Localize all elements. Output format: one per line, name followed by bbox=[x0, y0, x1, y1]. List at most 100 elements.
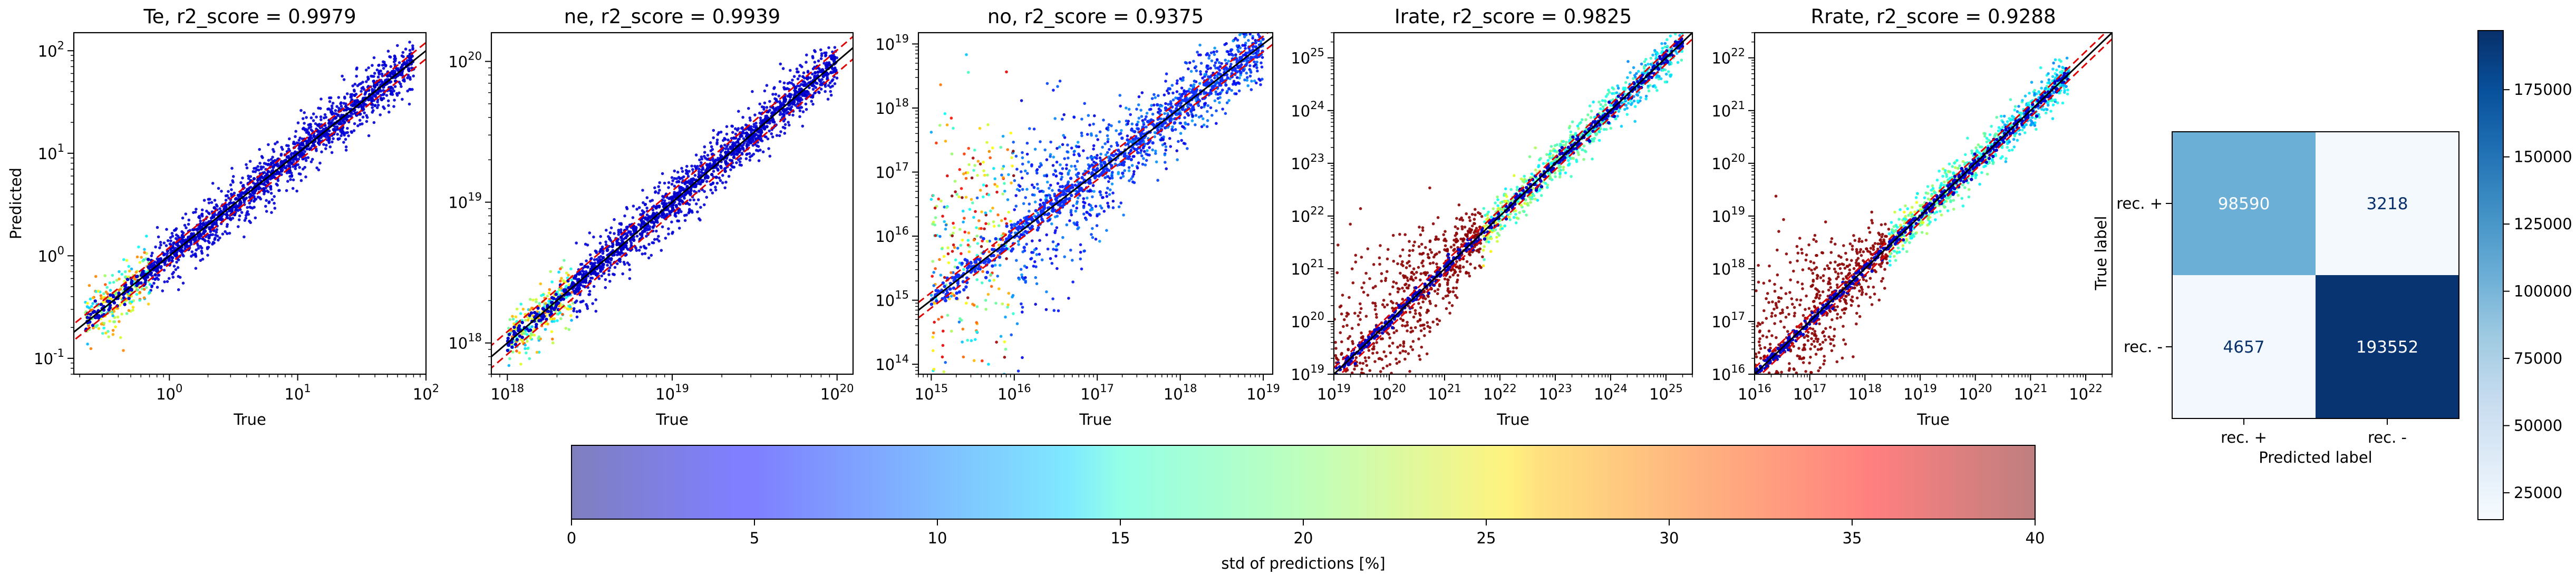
point bbox=[988, 239, 991, 243]
point bbox=[727, 174, 731, 178]
point bbox=[372, 121, 376, 124]
point bbox=[150, 254, 153, 258]
point bbox=[1060, 176, 1063, 179]
point bbox=[1132, 155, 1136, 158]
point bbox=[940, 247, 944, 250]
point bbox=[91, 296, 95, 299]
point bbox=[984, 211, 987, 215]
point bbox=[506, 336, 510, 340]
point bbox=[318, 161, 322, 165]
point bbox=[166, 280, 169, 283]
point bbox=[1111, 191, 1115, 195]
point bbox=[786, 82, 790, 85]
point bbox=[120, 272, 124, 276]
point bbox=[641, 230, 645, 233]
point bbox=[700, 171, 703, 174]
point bbox=[1230, 89, 1233, 92]
point bbox=[575, 315, 579, 319]
point bbox=[303, 111, 306, 114]
point bbox=[966, 338, 969, 342]
point bbox=[228, 217, 232, 220]
point bbox=[592, 285, 596, 288]
point bbox=[730, 137, 733, 140]
point bbox=[626, 261, 630, 265]
point bbox=[245, 163, 248, 167]
point bbox=[325, 143, 328, 147]
point bbox=[597, 256, 601, 259]
point bbox=[690, 164, 693, 168]
point bbox=[1153, 135, 1156, 139]
point bbox=[788, 92, 791, 96]
point bbox=[262, 182, 266, 186]
point bbox=[565, 285, 568, 288]
point bbox=[521, 332, 525, 335]
point bbox=[311, 158, 314, 161]
point bbox=[1201, 76, 1204, 80]
point bbox=[143, 248, 146, 251]
point bbox=[578, 283, 582, 287]
point bbox=[1005, 415, 1008, 418]
point bbox=[998, 287, 1001, 290]
point bbox=[787, 103, 791, 107]
point bbox=[942, 255, 946, 258]
point bbox=[1229, 63, 1233, 66]
point bbox=[604, 243, 608, 247]
point bbox=[932, 271, 935, 274]
point bbox=[162, 254, 166, 257]
point bbox=[228, 231, 231, 235]
point bbox=[829, 93, 833, 97]
point bbox=[254, 198, 258, 201]
point bbox=[170, 231, 174, 235]
point bbox=[367, 98, 371, 102]
point bbox=[371, 89, 374, 93]
point bbox=[613, 266, 617, 269]
point bbox=[680, 186, 683, 189]
point bbox=[111, 314, 114, 317]
point bbox=[661, 172, 664, 176]
point bbox=[215, 228, 219, 231]
point bbox=[241, 191, 245, 195]
point bbox=[737, 150, 741, 154]
point bbox=[303, 165, 306, 169]
point bbox=[1212, 50, 1216, 54]
point bbox=[817, 59, 820, 63]
point bbox=[766, 110, 770, 114]
point bbox=[652, 211, 655, 215]
point bbox=[230, 167, 234, 170]
point bbox=[1250, 80, 1253, 83]
point bbox=[714, 188, 718, 192]
point bbox=[541, 307, 545, 310]
point bbox=[382, 60, 385, 63]
point bbox=[1055, 215, 1059, 218]
point bbox=[1206, 119, 1209, 122]
point bbox=[820, 70, 824, 73]
point bbox=[511, 317, 515, 321]
point bbox=[507, 333, 511, 336]
point bbox=[774, 99, 778, 102]
point bbox=[709, 141, 712, 144]
point bbox=[588, 293, 592, 296]
point bbox=[91, 324, 95, 327]
point bbox=[234, 197, 238, 201]
point bbox=[1199, 73, 1203, 76]
point bbox=[304, 159, 308, 162]
point bbox=[344, 131, 347, 134]
point bbox=[1045, 174, 1049, 178]
point bbox=[677, 202, 681, 206]
point bbox=[342, 141, 345, 144]
point bbox=[1039, 140, 1042, 143]
point bbox=[1019, 170, 1023, 173]
point bbox=[1012, 174, 1015, 178]
point bbox=[281, 148, 284, 151]
point bbox=[107, 308, 111, 311]
point bbox=[697, 170, 701, 173]
y-tick-label: 10-1 bbox=[34, 347, 64, 368]
point bbox=[1186, 147, 1189, 150]
point bbox=[563, 259, 566, 262]
point bbox=[702, 154, 706, 158]
point bbox=[408, 87, 411, 91]
point bbox=[211, 182, 215, 185]
point bbox=[932, 367, 936, 371]
point bbox=[367, 66, 370, 70]
point bbox=[271, 155, 274, 159]
